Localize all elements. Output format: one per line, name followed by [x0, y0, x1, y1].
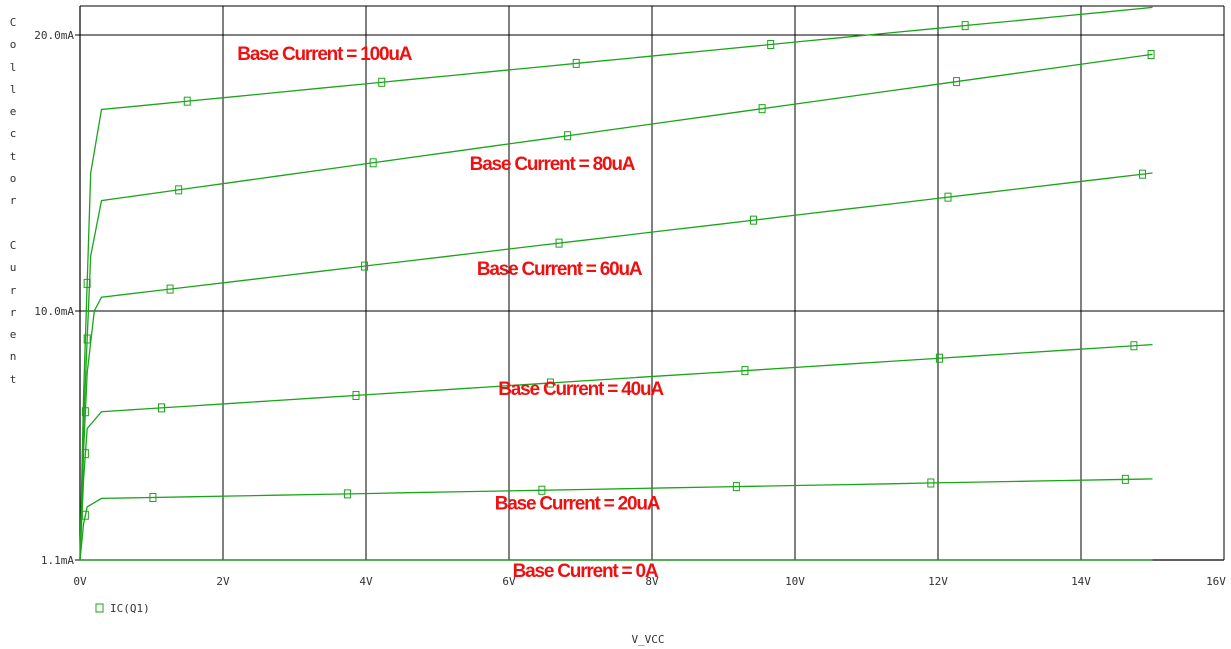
series-marker — [352, 390, 360, 400]
y-axis-label-char: l — [9, 82, 17, 96]
series-marker — [1130, 341, 1138, 351]
y-tick-label: 10.0mA — [34, 305, 74, 318]
y-axis-label-char: n — [9, 350, 17, 364]
series-marker — [927, 478, 935, 488]
series-marker — [361, 261, 369, 271]
series-marker — [166, 284, 174, 294]
annotation-label: Base Current = 20uA — [495, 494, 661, 515]
series-marker — [183, 96, 191, 106]
series-line — [79, 53, 1153, 561]
series-marker — [1138, 169, 1146, 179]
series-marker — [555, 238, 563, 248]
series-line — [79, 6, 1153, 561]
y-axis-label-char: t — [9, 372, 17, 386]
x-tick-label: 4V — [359, 575, 373, 588]
series-marker — [750, 215, 758, 225]
y-axis-label-char: r — [9, 305, 17, 319]
series-marker — [1121, 474, 1129, 484]
x-axis-label: V_VCC — [631, 633, 664, 646]
series-marker — [741, 366, 749, 376]
annotation-label: Base Current = 40uA — [498, 379, 664, 400]
y-axis-label-char: o — [9, 38, 17, 52]
series-marker — [953, 77, 961, 87]
legend: IC(Q1) — [95, 602, 150, 615]
series-marker — [767, 39, 775, 49]
y-axis-label-char: u — [9, 261, 17, 275]
y-tick-label: 20.0mA — [34, 29, 74, 42]
y-tick-label: 1.1mA — [41, 554, 74, 567]
series-marker — [83, 278, 91, 288]
series-marker — [1147, 50, 1155, 60]
legend-label: IC(Q1) — [110, 602, 150, 615]
series-marker — [572, 58, 580, 68]
series-marker — [961, 21, 969, 31]
tick-labels: 0V 2V 4V 6V 8V 10V 12V 14V 16V 1.1mA 10.0mA 20.0mA — [34, 29, 1226, 588]
y-axis-label-char: o — [9, 172, 17, 186]
series-marker — [546, 378, 554, 388]
y-axis-label-char: r — [9, 194, 17, 208]
x-tick-label: 8V — [645, 575, 659, 588]
x-tick-label: 14V — [1071, 575, 1091, 588]
series-marker — [158, 403, 166, 413]
series-marker — [343, 489, 351, 499]
annotation-label: Base Current = 80uA — [470, 154, 636, 175]
series-marker — [175, 185, 183, 195]
series-marker — [81, 510, 89, 520]
series-marker — [378, 77, 386, 87]
annotation-label: Base Current = 60uA — [477, 259, 643, 280]
y-axis-label-char: e — [9, 328, 17, 342]
axes — [75, 5, 1224, 561]
series-lines — [79, 6, 1153, 561]
y-axis-label-char: C — [9, 16, 17, 29]
legend-marker — [95, 603, 104, 613]
y-axis-label-char: r — [9, 283, 17, 297]
series-markers — [81, 21, 1155, 520]
y-axis-label-char: c — [9, 127, 17, 141]
y-axis-label-char: C — [9, 238, 17, 252]
series-marker — [149, 492, 157, 502]
x-tick-label: 6V — [502, 575, 516, 588]
grid-lines — [80, 6, 1225, 560]
annotations: Base Current = 100uA Base Current = 80uA B… — [237, 44, 665, 582]
series-marker — [538, 485, 546, 495]
annotation-label: Base Current = 0A — [513, 561, 659, 582]
annotation-label: Base Current = 100uA — [237, 44, 412, 65]
y-axis-label-char: t — [9, 149, 17, 163]
series-marker — [935, 353, 943, 363]
y-axis-label-char — [8, 213, 18, 235]
y-axis-label-char: e — [9, 105, 17, 119]
series-line — [79, 343, 1153, 561]
series-marker — [81, 407, 89, 417]
series-marker — [83, 334, 91, 344]
x-tick-label: 16V — [1206, 575, 1226, 588]
x-tick-label: 10V — [785, 575, 805, 588]
series-marker — [81, 449, 89, 459]
x-tick-label: 12V — [928, 575, 948, 588]
series-marker — [944, 192, 952, 202]
series-line — [79, 172, 1153, 561]
y-axis-label-char: l — [9, 60, 17, 74]
series-marker — [758, 104, 766, 114]
series-marker — [732, 482, 740, 492]
x-tick-label: 0V — [73, 575, 87, 588]
series-marker — [369, 158, 377, 168]
series-marker — [564, 131, 572, 141]
series-line — [79, 478, 1153, 561]
x-tick-label: 2V — [216, 575, 230, 588]
